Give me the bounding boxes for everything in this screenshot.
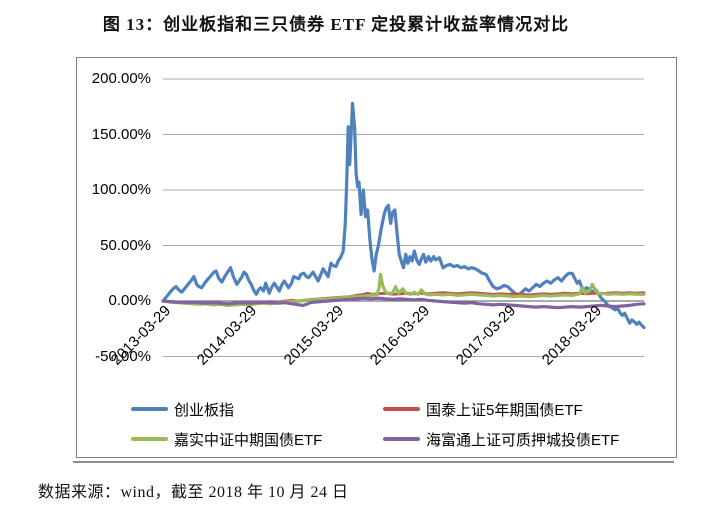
plot-svg (161, 78, 646, 357)
source-note: 数据来源：wind，截至 2018 年 10 月 24 日 (38, 484, 349, 501)
legend-item-chinext: 创业板指 (131, 400, 235, 419)
y-axis-label: 50.00% (100, 236, 151, 254)
legend-item-guotai: 国泰上证5年期国债ETF (383, 400, 583, 419)
legend-swatch-chinext (131, 407, 168, 411)
legend-label-haifutong: 海富通上证可质押城投债ETF (426, 431, 620, 449)
separator-rule (73, 461, 674, 463)
y-axis-label: 200.00% (91, 70, 151, 87)
y-axis-label: 100.00% (91, 181, 151, 198)
y-axis-label: 0.00% (108, 292, 151, 309)
legend-label-jiashi: 嘉实中证中期国债ETF (174, 431, 323, 449)
legend-label-chinext: 创业板指 (174, 401, 235, 419)
y-axis-label: -50.00% (95, 347, 151, 365)
legend-swatch-haifutong (383, 437, 420, 441)
legend-swatch-guotai (383, 407, 420, 411)
legend-swatch-jiashi (131, 437, 168, 441)
figure-title: 图 13：创业板指和三只债券 ETF 定投累计收益率情况对比 (102, 15, 570, 34)
chart: 200.00% 150.00% 100.00% 50.00% 0.00% -50.00% … (76, 57, 677, 458)
y-axis-label: 150.00% (91, 125, 151, 143)
legend-item-haifutong: 海富通上证可质押城投债ETF (383, 430, 620, 449)
legend-label-guotai: 国泰上证5年期国债ETF (426, 401, 583, 419)
legend-item-jiashi: 嘉实中证中期国债ETF (131, 430, 323, 449)
